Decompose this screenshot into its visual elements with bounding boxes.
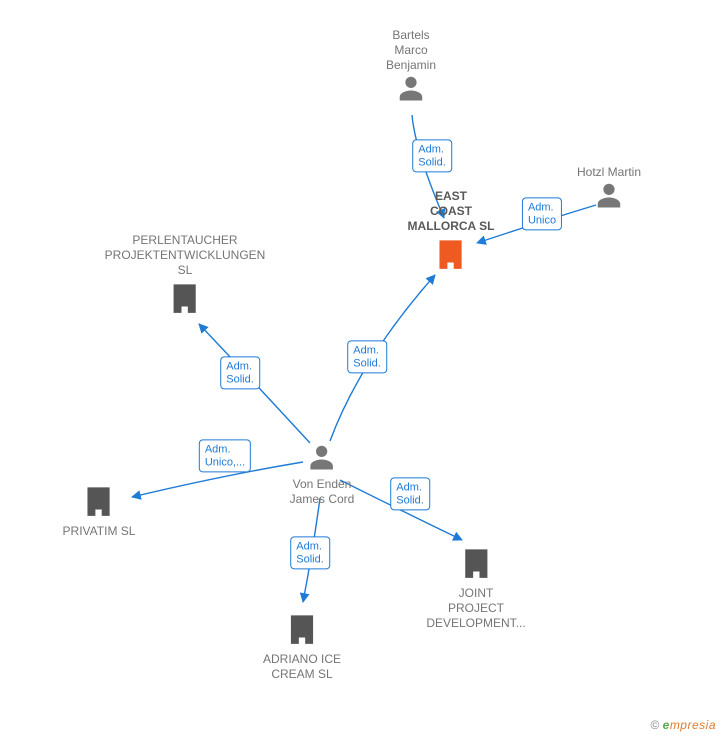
building-icon (263, 609, 341, 652)
node-label: Von Enden James Cord (290, 477, 355, 507)
node-label: PERLENTAUCHER PROJEKTENTWICKLUNGEN SL (105, 233, 266, 278)
node-label: PRIVATIM SL (63, 524, 136, 539)
edge-label: Adm. Unico,... (199, 439, 251, 472)
edge-label: Adm. Solid. (347, 340, 387, 373)
node-label: JOINT PROJECT DEVELOPMENT... (426, 586, 525, 631)
edge-label: Adm. Solid. (412, 139, 452, 172)
node-label: EAST COAST MALLORCA SL (408, 189, 495, 234)
node-adriano[interactable]: ADRIANO ICE CREAM SL (263, 609, 341, 682)
node-bartels[interactable]: Bartels Marco Benjamin (386, 28, 436, 108)
person-icon (577, 180, 641, 215)
brand: empresia (663, 718, 716, 732)
footer: © empresia (650, 718, 716, 732)
building-icon (63, 481, 136, 524)
edge-label: Adm. Solid. (220, 356, 260, 389)
node-label: Hotzl Martin (577, 165, 641, 180)
node-label: ADRIANO ICE CREAM SL (263, 652, 341, 682)
copyright-symbol: © (650, 718, 659, 732)
edge-label: Adm. Solid. (390, 477, 430, 510)
edge-label: Adm. Unico (522, 197, 562, 230)
diagram-canvas: Bartels Marco Benjamin Hotzl Martin EAST… (0, 0, 728, 740)
node-privatim[interactable]: PRIVATIM SL (63, 481, 136, 539)
node-east_coast[interactable]: EAST COAST MALLORCA SL (408, 189, 495, 277)
node-von_enden[interactable]: Von Enden James Cord (290, 442, 355, 507)
person-icon (290, 442, 355, 477)
node-perlentaucher[interactable]: PERLENTAUCHER PROJEKTENTWICKLUNGEN SL (105, 233, 266, 321)
node-label: Bartels Marco Benjamin (386, 28, 436, 73)
building-icon (105, 278, 266, 321)
edge-label: Adm. Solid. (290, 536, 330, 569)
person-icon (386, 73, 436, 108)
building-highlight-icon (408, 234, 495, 277)
node-hotzl[interactable]: Hotzl Martin (577, 165, 641, 215)
node-joint[interactable]: JOINT PROJECT DEVELOPMENT... (426, 543, 525, 631)
building-icon (426, 543, 525, 586)
